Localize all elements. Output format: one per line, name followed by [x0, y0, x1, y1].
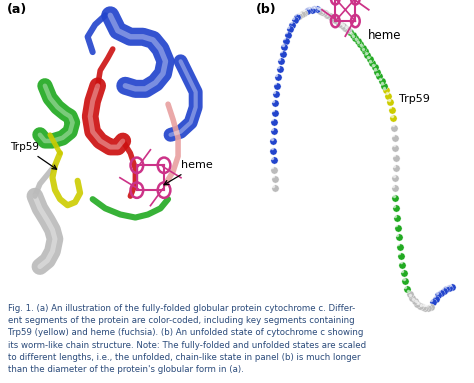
Text: heme: heme	[368, 29, 401, 42]
Text: Trp59: Trp59	[10, 142, 56, 169]
Text: heme: heme	[164, 160, 212, 185]
Text: (b): (b)	[255, 3, 276, 16]
Text: Fig. 1. (a) An illustration of the fully-folded globular protein cytochrome c. D: Fig. 1. (a) An illustration of the fully…	[8, 304, 366, 374]
Text: (a): (a)	[7, 3, 27, 16]
Text: Trp59: Trp59	[399, 94, 430, 104]
